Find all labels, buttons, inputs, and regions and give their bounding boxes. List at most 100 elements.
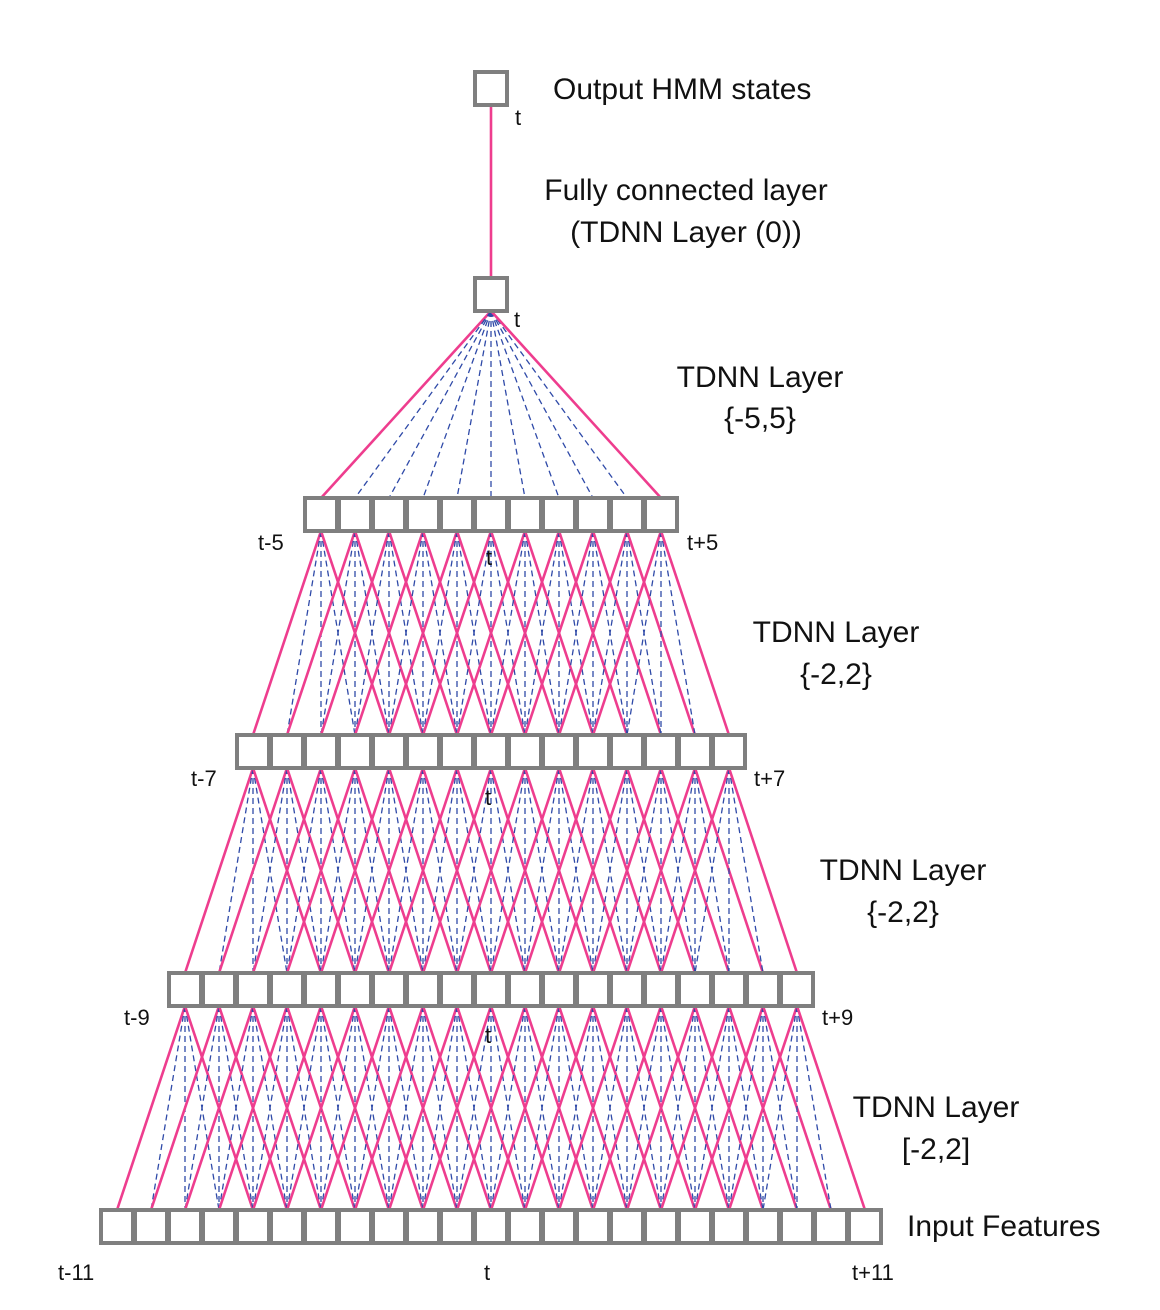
input-node bbox=[575, 1208, 611, 1245]
tdnn-2-2-b-node bbox=[235, 971, 271, 1008]
layer2-title: TDNN Layer bbox=[753, 616, 920, 649]
input-node bbox=[405, 1208, 441, 1245]
tdnn-2-2-a-node bbox=[507, 733, 543, 770]
dashed-connection bbox=[184, 1005, 220, 1211]
layer2-center-label: t bbox=[486, 545, 492, 570]
solid-connection bbox=[659, 767, 731, 974]
solid-connection bbox=[387, 767, 459, 974]
input-node bbox=[99, 1208, 135, 1245]
dashed-connection bbox=[320, 530, 356, 736]
tdnn-2-2-a-node bbox=[269, 733, 305, 770]
input-node bbox=[609, 1208, 645, 1245]
layer3-title: TDNN Layer bbox=[820, 854, 987, 887]
dashed-connection bbox=[422, 310, 492, 499]
solid-connection bbox=[421, 530, 493, 736]
tdnn-5-5-node bbox=[439, 496, 475, 533]
solid-connection bbox=[217, 767, 289, 974]
dashed-connection bbox=[796, 1005, 832, 1211]
tdnn-2-2-a-node bbox=[609, 733, 645, 770]
tdnn-2-2-b-node bbox=[439, 971, 475, 1008]
dashed-connection bbox=[252, 767, 288, 974]
tdnn-2-2-a-node bbox=[643, 733, 679, 770]
dashed-connection bbox=[592, 1005, 628, 1211]
input-node bbox=[235, 1208, 271, 1245]
dashed-connection bbox=[354, 767, 390, 974]
solid-connection bbox=[727, 1005, 799, 1211]
dashed-connection bbox=[558, 1005, 594, 1211]
dashed-connection bbox=[388, 1005, 424, 1211]
tdnn-2-2-a-node bbox=[575, 733, 611, 770]
dashed-connection bbox=[626, 1005, 662, 1211]
nodes bbox=[99, 70, 883, 1245]
dashed-connection bbox=[660, 530, 696, 736]
tdnn-2-2-a-node bbox=[405, 733, 441, 770]
input-left-label: t-11 bbox=[58, 1260, 94, 1285]
solid-connection bbox=[489, 530, 561, 736]
layer1-t-label: t bbox=[514, 307, 520, 332]
input-node bbox=[507, 1208, 543, 1245]
solid-connection bbox=[523, 1005, 595, 1211]
dashed-connection bbox=[388, 310, 492, 499]
solid-connection bbox=[693, 1005, 765, 1211]
input-node bbox=[303, 1208, 339, 1245]
solid-connection bbox=[251, 1005, 323, 1211]
dashed-connection bbox=[150, 1005, 186, 1211]
solid-connection bbox=[319, 767, 391, 974]
input-right-label: t+11 bbox=[852, 1260, 894, 1285]
labels: Output HMM states t Fully connected laye… bbox=[58, 73, 1100, 1285]
dashed-connection bbox=[422, 1005, 458, 1211]
tdnn-5-5-node bbox=[609, 496, 645, 533]
tdnn-2-2-b-node bbox=[371, 971, 407, 1008]
solid-connection bbox=[353, 767, 425, 974]
solid-connection bbox=[557, 530, 629, 736]
tdnn-2-2-b-node bbox=[643, 971, 679, 1008]
tdnn-5-5-node bbox=[405, 496, 441, 533]
tdnn-5-5-node bbox=[541, 496, 577, 533]
input-node bbox=[133, 1208, 169, 1245]
solid-connection bbox=[523, 767, 595, 974]
input-node bbox=[269, 1208, 305, 1245]
tdnn-5-5-node bbox=[337, 496, 373, 533]
dashed-connection bbox=[286, 1005, 322, 1211]
dashed-connection bbox=[626, 530, 662, 736]
dashed-connection bbox=[388, 530, 424, 736]
solid-connection bbox=[353, 1005, 425, 1211]
dashed-connection bbox=[354, 1005, 390, 1211]
input-node bbox=[779, 1208, 815, 1245]
solid-connection bbox=[591, 767, 663, 974]
input-node bbox=[711, 1208, 747, 1245]
tdnn-2-2-b-node bbox=[201, 971, 237, 1008]
layer3-center-label: t bbox=[485, 785, 491, 810]
tdnn-2-2-b-node bbox=[303, 971, 339, 1008]
tdnn-5-5-node bbox=[643, 496, 679, 533]
input-node bbox=[643, 1208, 679, 1245]
layer4-right-label: t+9 bbox=[822, 1005, 853, 1030]
solid-connection bbox=[285, 1005, 357, 1211]
input-node bbox=[167, 1208, 203, 1245]
dashed-connection bbox=[286, 767, 322, 974]
layer1-context: {-5,5} bbox=[724, 402, 796, 435]
solid-connection bbox=[421, 1005, 493, 1211]
tdnn-2-2-a-node bbox=[711, 733, 747, 770]
input-node bbox=[337, 1208, 373, 1245]
layer4-center-label: t bbox=[485, 1023, 491, 1048]
dashed-connection bbox=[456, 530, 492, 736]
layer3-context: {-2,2} bbox=[867, 896, 939, 929]
input-node bbox=[541, 1208, 577, 1245]
solid-connection bbox=[387, 530, 459, 736]
dashed-connection bbox=[388, 767, 424, 974]
fc-layer-title: Fully connected layer bbox=[544, 174, 827, 207]
input-node bbox=[371, 1208, 407, 1245]
dashed-connection bbox=[490, 767, 526, 974]
solid-connection bbox=[591, 1005, 663, 1211]
tdnn-2-2-a-node bbox=[337, 733, 373, 770]
input-center-label: t bbox=[484, 1260, 490, 1285]
solid-connection bbox=[421, 767, 493, 974]
solid-connection bbox=[251, 767, 323, 974]
tdnn-5-5-node bbox=[303, 496, 339, 533]
tdnn-2-2-b-node bbox=[507, 971, 543, 1008]
solid-connection bbox=[285, 767, 357, 974]
tdnn-2-2-b-node bbox=[541, 971, 577, 1008]
dashed-connection bbox=[694, 767, 730, 974]
tdnn-2-2-b-node bbox=[677, 971, 713, 1008]
